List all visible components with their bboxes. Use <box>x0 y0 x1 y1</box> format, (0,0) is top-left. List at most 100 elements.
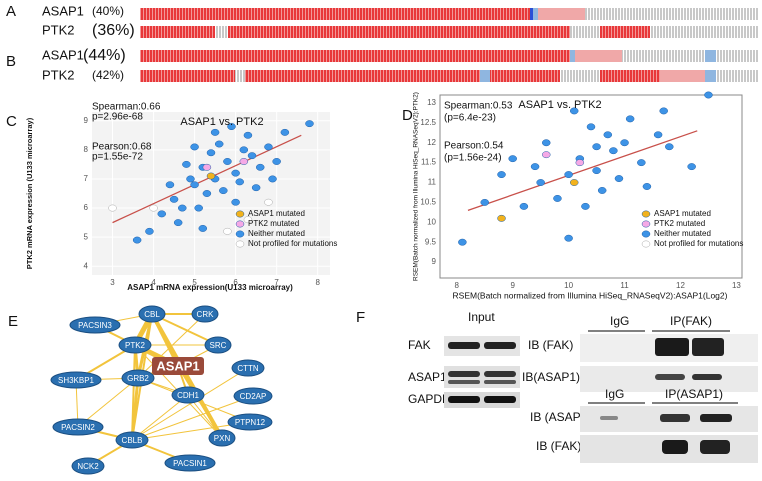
point <box>603 131 613 139</box>
x-tick-label: 7 <box>274 278 279 287</box>
gene-label: PTK2 <box>42 22 75 37</box>
node-label: PTPN12 <box>235 418 266 427</box>
legend-label: Neither mutated <box>654 229 711 238</box>
y-tick-label: 12.5 <box>420 118 436 127</box>
blot-title: Input <box>468 310 495 324</box>
band <box>700 414 732 422</box>
legend-marker <box>641 230 651 238</box>
edge <box>131 367 249 441</box>
band <box>660 414 690 422</box>
oncoprint-cell <box>530 8 533 20</box>
y-axis-label: RSEM(Batch normalized from Illumina HiSe… <box>413 92 420 281</box>
node-label: CBLB <box>122 436 143 445</box>
edge <box>137 313 206 379</box>
point <box>530 163 540 171</box>
legend-marker <box>641 240 651 248</box>
point <box>149 204 158 212</box>
node <box>115 431 149 449</box>
oncoprint-cell <box>622 50 705 62</box>
y-tick-label: 13 <box>427 98 436 107</box>
x-tick-label: 10 <box>564 281 573 290</box>
blot-row-label: IB (FAK) <box>536 439 581 453</box>
legend-marker <box>641 220 651 228</box>
oncoprint-cell <box>228 26 570 38</box>
oncoprint-cell <box>570 26 600 38</box>
point <box>251 184 261 192</box>
annotation: p=2.96e-68 <box>92 112 143 123</box>
panel-label: E <box>8 313 18 330</box>
oncoprint-cell <box>490 70 560 82</box>
point <box>182 160 191 168</box>
point <box>480 198 489 206</box>
edge <box>131 395 254 441</box>
point <box>569 179 579 186</box>
band <box>484 342 516 349</box>
point <box>186 175 195 183</box>
point <box>609 147 618 155</box>
annotation: p=1.55e-72 <box>92 152 143 163</box>
blot-row-label: FAK <box>408 338 431 352</box>
western-blot: Input FAK ASAP1 GAPDH IgG IP(FAK) IB (FA… <box>408 310 758 463</box>
node <box>231 359 265 377</box>
oncoprint-cell <box>705 70 716 82</box>
y-tick-label: 10 <box>427 217 436 226</box>
node <box>227 413 273 431</box>
oncoprint-cell <box>235 70 245 82</box>
x-tick-label: 8 <box>315 278 320 287</box>
point <box>178 204 187 212</box>
annotation: Spearman:0.66 <box>92 102 161 113</box>
oncoprint-cell <box>660 70 705 82</box>
point <box>198 224 208 232</box>
blot-row-label: IB (ASAP1) <box>530 410 591 424</box>
point <box>231 169 240 177</box>
point <box>653 131 663 139</box>
point <box>597 187 607 194</box>
point <box>542 151 551 159</box>
point <box>458 238 467 246</box>
point <box>569 107 579 115</box>
node-label: CD2AP <box>240 392 267 401</box>
legend-marker <box>235 230 245 238</box>
point <box>704 91 713 99</box>
oncoprint-cell <box>140 50 570 62</box>
point <box>206 172 216 180</box>
legend-label: Neither mutated <box>248 229 305 238</box>
legend-marker <box>235 240 245 248</box>
node <box>121 369 155 387</box>
percent-label: (42%) <box>92 68 124 82</box>
point <box>202 163 212 171</box>
node-label: PACSIN2 <box>61 423 95 432</box>
edge <box>131 394 189 441</box>
band <box>700 440 730 454</box>
chart-title: ASAP1 vs. PTK2 <box>518 99 601 111</box>
x-tick-label: 12 <box>676 281 685 290</box>
x-tick-label: 4 <box>151 278 156 287</box>
point <box>194 204 203 212</box>
x-axis-label: ASAP1 mRNA expression(U133 microarray) <box>127 283 293 292</box>
node-label: SRC <box>210 341 227 350</box>
point <box>687 163 696 171</box>
point <box>264 198 273 206</box>
point <box>165 181 175 189</box>
oncoprint-cell <box>600 26 650 38</box>
y-tick-label: 7 <box>84 174 89 183</box>
point <box>239 158 249 165</box>
oncoprint-cell <box>480 70 490 82</box>
node <box>191 305 219 323</box>
band <box>484 396 516 403</box>
node-label: CBL <box>144 310 160 319</box>
point <box>637 159 646 167</box>
y-axis-label: PTK2 mRNA expression (U133 microarray) <box>25 117 34 269</box>
oncoprint-cell <box>575 50 622 62</box>
node-label: CRK <box>197 310 215 319</box>
y-tick-label: 4 <box>84 261 89 270</box>
point <box>223 227 232 235</box>
y-tick-label: 11.5 <box>421 158 437 167</box>
oncoprint-cell <box>716 70 758 82</box>
point <box>219 187 228 195</box>
blot-header: IgG <box>610 314 629 328</box>
y-tick-label: 9.5 <box>425 237 437 246</box>
edge <box>151 313 219 346</box>
point <box>497 214 506 222</box>
x-axis-label: RSEM(Batch normalized from Illumina HiSe… <box>453 290 728 300</box>
